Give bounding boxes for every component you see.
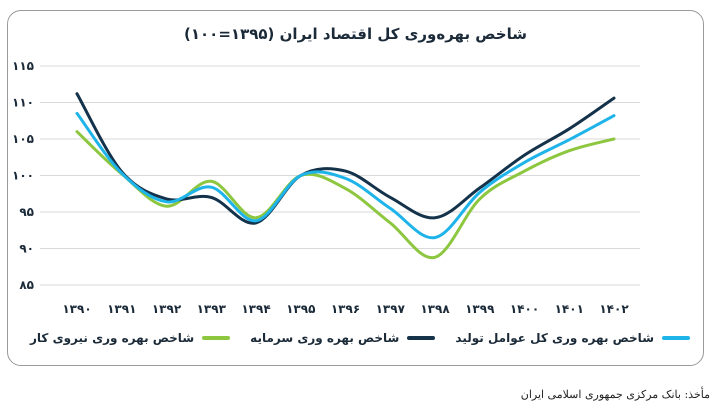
chart-card: شاخص بهره‌وری کل اقتصاد ایران (۱۳۹۵=۱۰۰)	[7, 10, 704, 366]
x-tick-label: ۱۳۹۹	[465, 302, 495, 316]
source-note: مأخذ: بانک مرکزی جمهوری اسلامی ایران	[520, 388, 710, 401]
x-tick-label: ۱۳۹۲	[152, 302, 182, 316]
x-tick-label: ۱۴۰۲	[599, 302, 629, 316]
y-tick-label: ۱۰۰	[12, 169, 34, 183]
legend-label-tfp: شاخص بهره وری کل عوامل تولید	[455, 331, 654, 345]
x-tick-label: ۱۳۹۸	[420, 302, 450, 316]
legend-swatch-capital	[407, 336, 436, 340]
series-line-labor	[75, 130, 616, 260]
x-tick-label: ۱۳۹۴	[241, 302, 270, 316]
x-tick-label: ۱۳۹۶	[331, 302, 360, 316]
series-line-tfp	[75, 111, 616, 240]
y-tick-label: ۸۵	[19, 278, 34, 292]
legend-swatch-tfp	[662, 336, 690, 340]
x-tick-label: ۱۳۹۵	[286, 302, 315, 316]
chart-legend: شاخص بهره وری کل عوامل تولید شاخص بهره و…	[30, 327, 690, 349]
legend-item-capital: شاخص بهره وری سرمایه	[250, 331, 436, 345]
x-tick-label: ۱۳۹۳	[197, 302, 227, 316]
x-tick-label: ۱۳۹۷	[376, 302, 406, 316]
y-tick-label: ۱۰۵	[12, 132, 34, 146]
x-tick-label: ۱۴۰۱	[555, 302, 584, 316]
y-tick-label: ۹۰	[19, 242, 34, 256]
y-tick-label: ۹۵	[19, 205, 34, 219]
legend-label-labor: شاخص بهره وری نیروی کار	[30, 331, 195, 345]
legend-swatch-labor	[202, 336, 231, 340]
legend-label-capital: شاخص بهره وری سرمایه	[250, 331, 400, 345]
y-tick-label: ۱۱۰	[12, 96, 34, 110]
x-tick-label: ۱۳۹۰	[62, 302, 91, 316]
x-tick-label: ۱۴۰۰	[510, 302, 539, 316]
x-tick-label: ۱۳۹۱	[107, 302, 136, 316]
legend-item-labor: شاخص بهره وری نیروی کار	[30, 331, 231, 345]
series-line-capital	[75, 92, 616, 225]
legend-item-tfp: شاخص بهره وری کل عوامل تولید	[455, 331, 690, 345]
chart-title: شاخص بهره‌وری کل اقتصاد ایران (۱۳۹۵=۱۰۰)	[184, 25, 527, 43]
y-tick-label: ۱۱۵	[12, 59, 34, 73]
